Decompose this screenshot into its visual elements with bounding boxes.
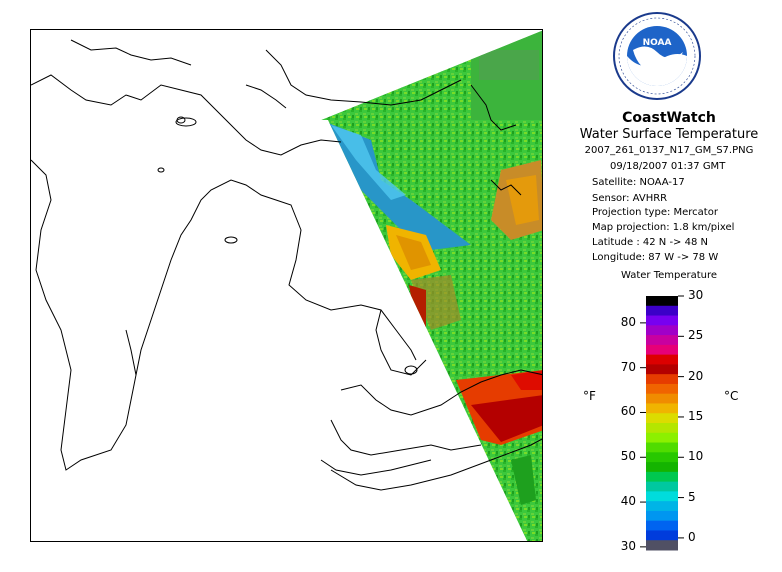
fahrenheit-tick-label: 60 xyxy=(620,404,636,419)
fahrenheit-tick-label: 30 xyxy=(620,538,636,553)
map-projection: Map projection: 1.8 km/pixel xyxy=(592,222,735,233)
temperature-map xyxy=(31,30,542,541)
sensor: Sensor: AVHRR xyxy=(592,193,668,204)
scale-swatch xyxy=(646,305,678,317)
filename: 2007_261_0137_N17_GM_S7.PNG xyxy=(584,145,754,156)
celsius-tick-label: 0 xyxy=(688,529,696,544)
noaa-logo xyxy=(613,12,701,100)
satellite: Satellite: NOAA-17 xyxy=(592,177,685,188)
scale-swatch xyxy=(646,540,678,551)
scale-swatch xyxy=(646,530,678,541)
celsius-tick-label: 30 xyxy=(688,288,704,302)
scale-swatch xyxy=(646,344,678,356)
scale-swatch xyxy=(646,335,678,346)
celsius-tick-label: 5 xyxy=(688,489,696,504)
celsius-tick-label: 10 xyxy=(688,449,704,464)
scale-swatch xyxy=(646,510,678,522)
fahrenheit-tick-label: 40 xyxy=(620,494,636,509)
scale-swatch xyxy=(646,413,678,424)
coastline xyxy=(31,39,542,491)
scale-swatch xyxy=(646,520,678,531)
scale-swatch xyxy=(646,491,678,502)
fahrenheit-tick-label: 50 xyxy=(620,449,636,464)
projection: Projection type: Mercator xyxy=(592,207,718,218)
scale-swatch xyxy=(646,325,678,336)
scale-swatch xyxy=(646,364,678,375)
celsius-unit: °C xyxy=(724,389,739,403)
scale-swatch xyxy=(646,354,678,365)
scale-swatch xyxy=(646,403,678,414)
product-title: Water Surface Temperature xyxy=(579,127,759,142)
scale-swatch xyxy=(646,296,678,307)
latitude: Latitude : 42 N -> 48 N xyxy=(592,237,708,248)
longitude: Longitude: 87 W -> 78 W xyxy=(592,252,719,263)
scale-swatch xyxy=(646,423,678,434)
scale-swatch xyxy=(646,432,678,444)
fahrenheit-unit: °F xyxy=(583,389,596,403)
scale-swatch xyxy=(646,442,678,453)
color-scale xyxy=(640,295,684,551)
fahrenheit-tick-label: 70 xyxy=(620,359,636,374)
datetime: 09/18/2007 01:37 GMT xyxy=(610,161,726,172)
scale-title: Water Temperature xyxy=(620,270,718,281)
celsius-tick-label: 25 xyxy=(688,328,704,343)
scale-swatch xyxy=(646,315,678,326)
map-panel xyxy=(30,29,543,542)
celsius-tick-label: 20 xyxy=(688,368,704,383)
scale-swatch xyxy=(646,501,678,512)
scale-swatch xyxy=(646,374,678,385)
fahrenheit-tick-label: 80 xyxy=(620,314,636,329)
brand-title: CoastWatch xyxy=(622,110,716,126)
logo-text: NOAA xyxy=(642,38,672,48)
scale-swatch xyxy=(646,383,678,395)
scale-swatch xyxy=(646,452,678,463)
scale-swatch xyxy=(646,462,678,473)
scale-swatch xyxy=(646,481,678,492)
scale-swatch xyxy=(646,393,678,404)
scale-swatch xyxy=(646,471,678,483)
celsius-tick-label: 15 xyxy=(688,408,704,423)
data-swath xyxy=(321,30,542,541)
